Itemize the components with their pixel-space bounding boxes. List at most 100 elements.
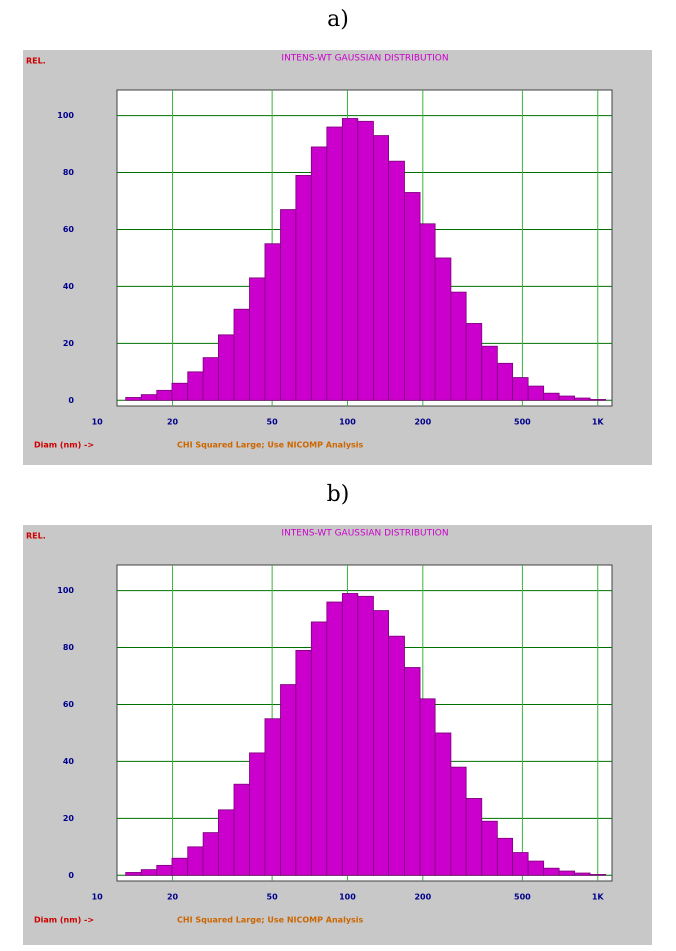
bar	[357, 120, 374, 401]
bar	[187, 846, 204, 876]
bar	[512, 852, 529, 876]
bar	[295, 175, 312, 401]
panel-label: b)	[327, 482, 350, 507]
y-tick-label: 60	[63, 225, 75, 234]
x-tick-label: 1K	[592, 418, 605, 427]
bar	[125, 872, 142, 876]
bar	[310, 146, 328, 401]
y-tick-label: 40	[63, 282, 75, 291]
bar	[373, 610, 390, 876]
bar	[280, 684, 297, 876]
bar	[450, 291, 467, 401]
bar	[156, 864, 173, 876]
bar	[589, 874, 607, 876]
chart-panel: a) INTENS-WT GAUSSIAN DISTRIBUTION REL. Dia…	[23, 7, 652, 465]
bar	[264, 243, 281, 401]
bar	[543, 392, 560, 401]
bar	[465, 323, 483, 401]
bar	[357, 595, 374, 876]
bar	[574, 397, 591, 401]
bar	[341, 593, 359, 876]
note: CHI Squared Large; Use NICOMP Analysis	[177, 916, 364, 925]
x-tick-label: 50	[267, 418, 279, 427]
x-tick-label: 20	[167, 893, 179, 902]
x-axis-label: Diam (nm) ->	[34, 441, 94, 450]
bar	[404, 667, 421, 876]
y-axis-label: REL.	[26, 57, 46, 66]
panel-label: a)	[327, 7, 349, 32]
x-tick-label: 200	[414, 418, 431, 427]
y-tick-label: 60	[63, 700, 75, 709]
bar	[125, 397, 142, 401]
bar	[481, 345, 498, 401]
bar	[217, 334, 235, 401]
bar	[187, 371, 204, 401]
y-tick-label: 20	[63, 339, 75, 348]
bar	[543, 867, 560, 876]
bar	[341, 118, 359, 401]
note: CHI Squared Large; Use NICOMP Analysis	[177, 441, 364, 450]
bar	[373, 135, 390, 401]
bar	[527, 385, 545, 401]
bar	[434, 257, 452, 401]
x-tick-label: 500	[514, 893, 531, 902]
y-tick-label: 100	[57, 111, 74, 120]
bar	[404, 192, 421, 401]
bar	[481, 820, 498, 876]
x-tick-label: 10	[92, 418, 104, 427]
bar	[233, 783, 250, 876]
x-tick-label: 1K	[592, 893, 605, 902]
bar	[140, 394, 158, 401]
y-tick-label: 20	[63, 814, 75, 823]
bar	[202, 357, 219, 401]
bar	[574, 872, 591, 876]
bar	[589, 399, 607, 401]
x-tick-label: 100	[339, 418, 356, 427]
bar	[558, 395, 575, 401]
bar	[527, 860, 545, 876]
x-tick-label: 20	[167, 418, 179, 427]
bar	[326, 126, 343, 401]
x-tick-label: 200	[414, 893, 431, 902]
bar	[202, 832, 219, 876]
bar	[171, 857, 189, 876]
y-tick-label: 40	[63, 757, 75, 766]
bar	[465, 798, 483, 876]
bar	[388, 635, 405, 876]
bar	[233, 308, 250, 401]
bar	[249, 752, 266, 876]
bar	[295, 650, 312, 876]
y-tick-label: 80	[63, 643, 75, 652]
bar	[496, 362, 514, 401]
bar	[310, 621, 328, 876]
bar	[558, 870, 575, 876]
bar	[496, 837, 514, 876]
bar	[217, 809, 235, 876]
y-tick-label: 0	[68, 871, 74, 880]
bar	[326, 601, 343, 876]
x-tick-label: 100	[339, 893, 356, 902]
bar	[434, 732, 452, 876]
y-tick-label: 100	[57, 586, 74, 595]
bar	[264, 718, 281, 876]
bar	[249, 277, 266, 401]
bar	[140, 869, 158, 876]
chart-panel: b) INTENS-WT GAUSSIAN DISTRIBUTION REL. Dia…	[23, 482, 652, 945]
x-tick-label: 10	[92, 893, 104, 902]
x-tick-label: 500	[514, 418, 531, 427]
x-tick-label: 50	[267, 893, 279, 902]
bar	[280, 209, 297, 401]
y-tick-label: 0	[68, 396, 74, 405]
bar	[388, 160, 405, 401]
bar	[450, 766, 467, 876]
x-axis-label: Diam (nm) ->	[34, 916, 94, 925]
bar	[171, 382, 189, 401]
bar	[512, 377, 529, 401]
chart-title: INTENS-WT GAUSSIAN DISTRIBUTION	[281, 54, 448, 64]
bar	[156, 389, 173, 401]
bar	[419, 223, 436, 401]
chart-title: INTENS-WT GAUSSIAN DISTRIBUTION	[281, 529, 448, 539]
y-tick-label: 80	[63, 168, 75, 177]
